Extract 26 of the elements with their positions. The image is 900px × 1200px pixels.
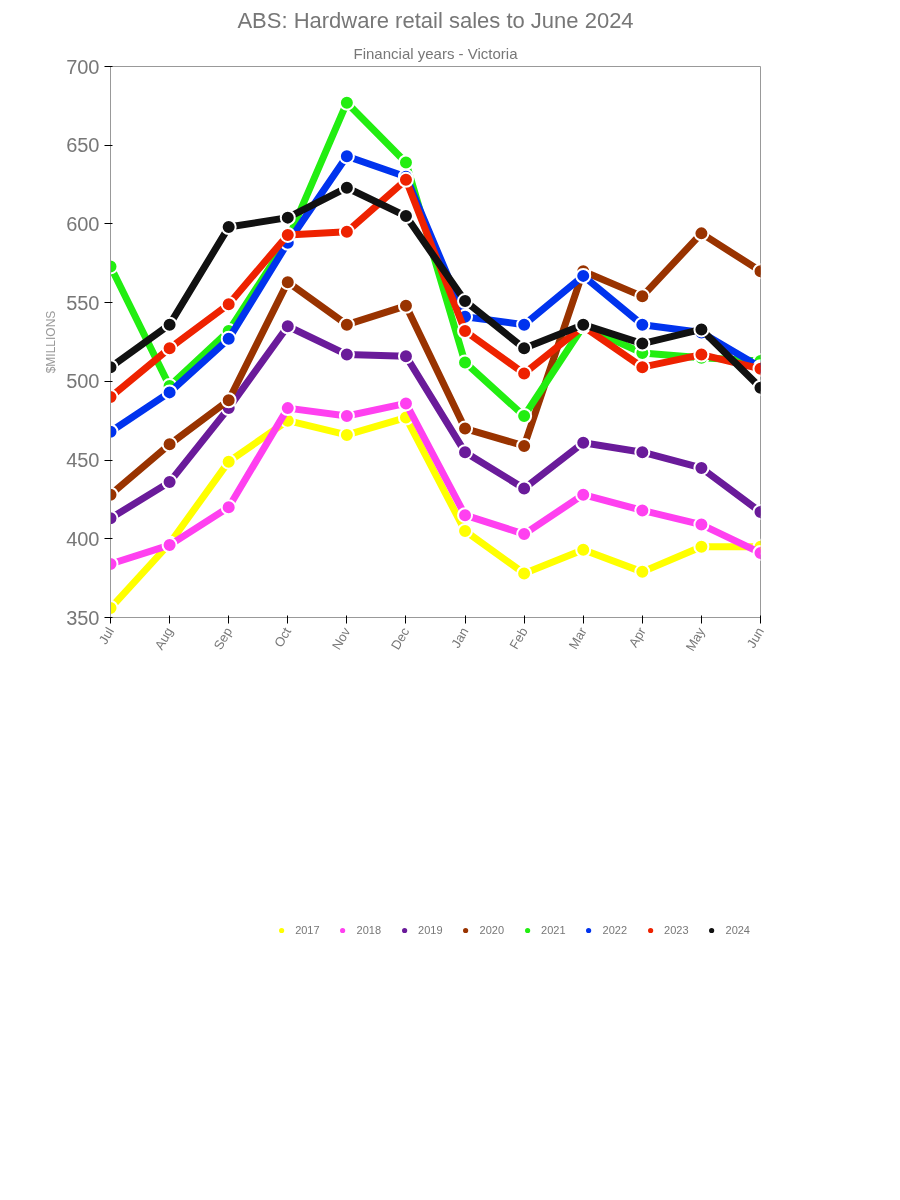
legend-label: 2024 <box>725 924 750 936</box>
legend-label: 2018 <box>356 924 382 936</box>
legend-label: 2023 <box>664 924 689 936</box>
legend-label: 2022 <box>602 924 628 936</box>
legend-label: 2017 <box>295 924 320 936</box>
x-tick-label: Feb <box>506 624 531 652</box>
chart-subtitle: Financial years - Victoria <box>353 44 519 62</box>
y-tick-label: 650 <box>66 134 100 157</box>
x-tick-label: Jan <box>448 624 472 651</box>
legend-label: 2021 <box>541 924 566 936</box>
y-tick-label: 500 <box>66 370 100 393</box>
y-tick-label: 550 <box>66 291 100 314</box>
legend-label: 2020 <box>479 924 505 936</box>
y-axis-title: $MILLIONS <box>44 310 59 374</box>
x-tick-label: Jun <box>743 624 767 651</box>
x-tick-label: Sep <box>210 624 236 653</box>
y-tick-label: 700 <box>66 55 100 78</box>
y-tick-label: 450 <box>66 449 100 472</box>
y-tick-label: 600 <box>66 212 100 235</box>
x-tick-label: Oct <box>271 624 295 650</box>
legend-label: 2019 <box>418 924 443 936</box>
y-tick-label: 400 <box>66 527 100 550</box>
x-tick-label: Dec <box>387 624 413 653</box>
x-tick-label: Apr <box>625 624 650 650</box>
chart-title: ABS: Hardware retail sales to June 2024 <box>237 7 634 33</box>
x-tick-label: Mar <box>565 624 591 652</box>
